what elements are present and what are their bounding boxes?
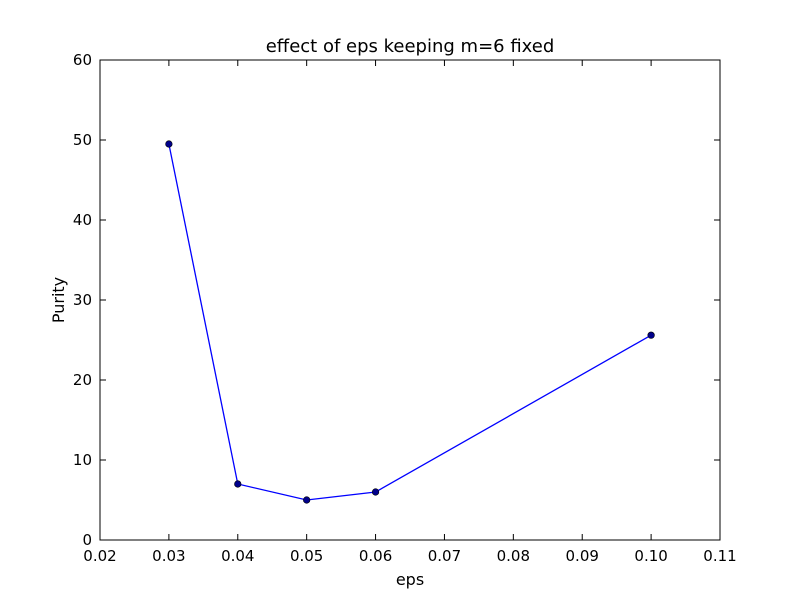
x-tick-label: 0.04 [221,547,254,565]
x-tick-label: 0.02 [83,547,116,565]
x-tick-label: 0.05 [290,547,323,565]
y-axis-label: Purity [49,277,68,323]
plot-frame [99,59,721,541]
plot-area [165,140,655,504]
x-tick-label: 0.07 [428,547,461,565]
x-tick-label: 0.06 [359,547,392,565]
chart-title: effect of eps keeping m=6 fixed [266,36,555,57]
x-tick-label: 0.03 [152,547,185,565]
x-tick-label: 0.11 [703,547,736,565]
data-point [303,496,311,504]
y-tick-label: 10 [73,451,92,469]
y-tick-label: 20 [73,371,92,389]
x-axis-label: eps [396,570,424,589]
x-axis: 0.02 0.03 0.04 0.05 0.06 0.07 0.08 0.09 0.10 0.11 [83,60,737,565]
x-tick-label: 0.08 [497,547,530,565]
series-line [168,143,652,501]
data-point [234,480,242,488]
data-point [165,140,173,148]
y-tick-label: 50 [73,131,92,149]
data-point [371,488,380,496]
y-tick-label: 40 [73,211,92,229]
x-tick-label: 0.09 [566,547,599,565]
y-axis: 0 10 20 30 40 50 60 [73,51,720,549]
y-tick-label: 0 [82,531,92,549]
x-tick-label: 0.10 [634,547,667,565]
data-point [647,331,655,339]
y-tick-label: 60 [73,51,92,69]
y-tick-label: 30 [73,291,92,309]
